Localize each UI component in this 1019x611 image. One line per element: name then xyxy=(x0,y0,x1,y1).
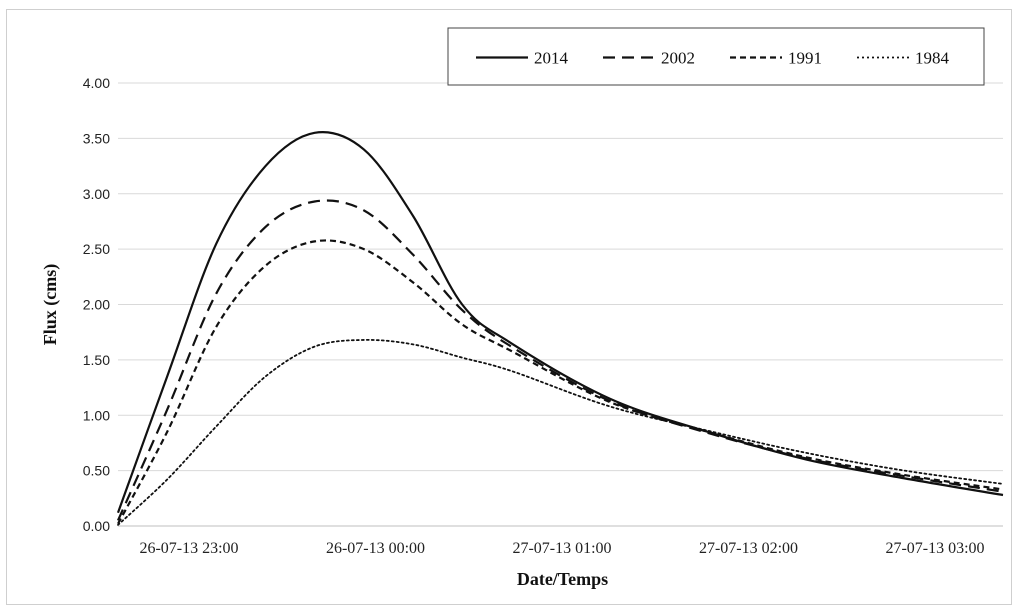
y-tick-label: 1.50 xyxy=(83,352,110,368)
y-tick-label: 3.50 xyxy=(83,130,110,146)
y-axis-title: Flux (cms) xyxy=(40,264,61,345)
legend-label-1991: 1991 xyxy=(788,49,822,68)
y-tick-label: 3.00 xyxy=(83,186,110,202)
legend-label-2002: 2002 xyxy=(661,49,695,68)
y-tick-label: 1.00 xyxy=(83,407,110,423)
legend-box xyxy=(447,27,985,86)
y-tick-label: 2.50 xyxy=(83,241,110,257)
x-tick-label: 27-07-13 02:00 xyxy=(699,540,798,557)
x-tick-label: 26-07-13 00:00 xyxy=(326,540,425,557)
chart-frame xyxy=(6,9,1012,605)
legend-label-1984: 1984 xyxy=(915,49,950,68)
y-tick-label: 0.00 xyxy=(83,518,110,534)
y-tick-label: 2.00 xyxy=(83,297,110,313)
x-axis-title: Date/Temps xyxy=(517,569,608,589)
y-tick-label: 4.00 xyxy=(83,75,110,91)
x-tick-label: 27-07-13 03:00 xyxy=(885,540,984,557)
x-tick-label: 27-07-13 01:00 xyxy=(512,540,611,557)
series-line-1984 xyxy=(117,339,1004,526)
legend-label-2014: 2014 xyxy=(534,49,569,68)
x-tick-label: 26-07-13 23:00 xyxy=(139,540,238,557)
series-line-1991 xyxy=(117,239,1004,525)
y-tick-label: 0.50 xyxy=(83,463,110,479)
series-line-2002 xyxy=(116,199,1004,521)
series-line-2014 xyxy=(116,131,1004,514)
